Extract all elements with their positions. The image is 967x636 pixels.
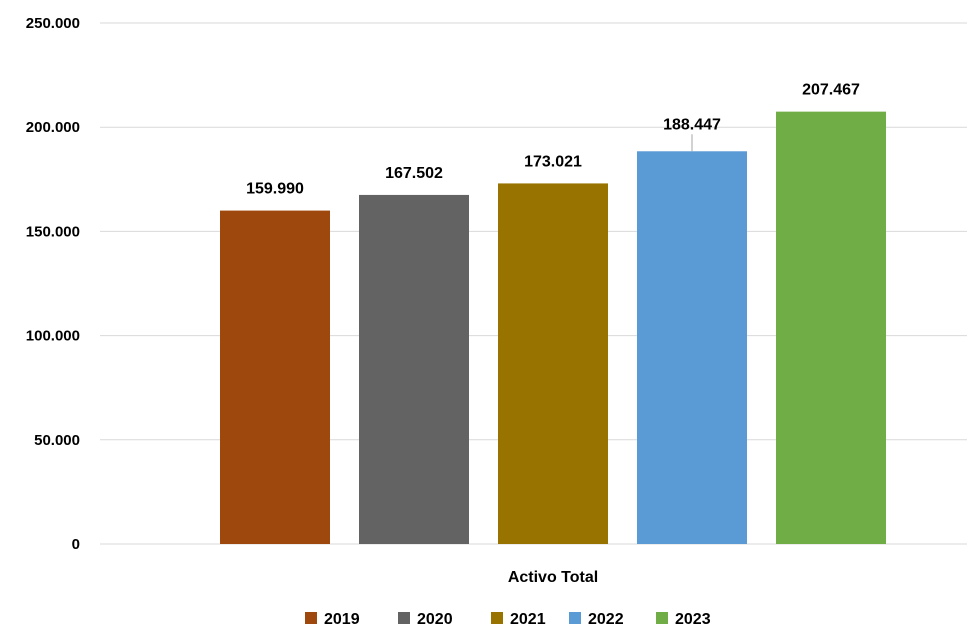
y-tick-label: 0 — [72, 536, 80, 553]
legend: 2019 2020 2021 2022 2023 — [305, 611, 711, 628]
data-labels: 159.990 167.502 173.021 188.447 207.467 — [246, 82, 860, 198]
legend-item-2021: 2021 — [491, 611, 546, 628]
legend-swatch — [569, 612, 581, 624]
y-tick-label: 50.000 — [34, 432, 80, 449]
bars — [220, 111, 886, 545]
bar-2023 — [776, 111, 886, 545]
legend-swatch — [656, 612, 668, 624]
legend-item-2019: 2019 — [305, 611, 360, 628]
data-label-2023: 207.467 — [802, 82, 860, 99]
legend-label: 2023 — [675, 611, 711, 628]
data-label-2022: 188.447 — [663, 116, 721, 133]
category-axis: Activo Total — [508, 569, 598, 586]
bar-2022 — [637, 151, 747, 544]
bar-2021 — [498, 183, 608, 544]
legend-swatch — [491, 612, 503, 624]
x-category-label: Activo Total — [508, 569, 598, 586]
legend-label: 2019 — [324, 611, 360, 628]
legend-label: 2021 — [510, 611, 546, 628]
data-label-2019: 159.990 — [246, 181, 304, 198]
bar-2020 — [359, 194, 469, 544]
data-label-2021: 173.021 — [524, 153, 582, 170]
y-tick-label: 150.000 — [26, 223, 80, 240]
legend-swatch — [398, 612, 410, 624]
legend-item-2020: 2020 — [398, 611, 453, 628]
data-label-2020: 167.502 — [385, 165, 443, 182]
legend-label: 2022 — [588, 611, 624, 628]
y-tick-label: 100.000 — [26, 328, 80, 345]
legend-item-2022: 2022 — [569, 611, 624, 628]
legend-swatch — [305, 612, 317, 624]
legend-item-2023: 2023 — [656, 611, 711, 628]
legend-label: 2020 — [417, 611, 453, 628]
bar-2019 — [220, 210, 330, 544]
y-tick-label: 200.000 — [26, 119, 80, 136]
y-tick-label: 250.000 — [26, 15, 80, 32]
y-axis-ticks: 0 50.000 100.000 150.000 200.000 250.000 — [26, 15, 80, 553]
